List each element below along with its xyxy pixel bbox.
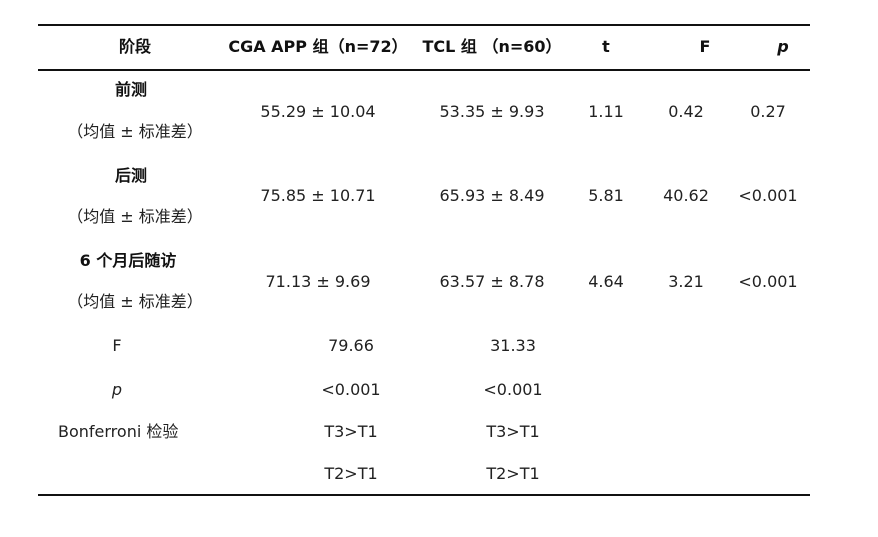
tcl-value: 63.57 ± 8.78 <box>439 272 545 291</box>
tcl-value: 65.93 ± 8.49 <box>439 186 545 205</box>
table-top-rule <box>38 24 810 26</box>
stage-sub-label: （均值 ± 标准差） <box>67 122 203 141</box>
p-value: 0.27 <box>750 102 786 121</box>
row-label-bonferroni: Bonferroni 检验 <box>58 422 179 441</box>
header-cga-app: CGA APP 组（n=72） <box>228 37 408 56</box>
tcl-p-value: <0.001 <box>483 380 543 399</box>
stage-sub-label: （均值 ± 标准差） <box>67 207 203 226</box>
header-p: p <box>777 37 789 56</box>
f-value: 3.21 <box>668 272 704 291</box>
p-value: <0.001 <box>738 272 798 291</box>
cga-p-value: <0.001 <box>321 380 381 399</box>
p-value: <0.001 <box>738 186 798 205</box>
table-bottom-rule <box>38 494 810 496</box>
cga-value: 55.29 ± 10.04 <box>260 102 376 121</box>
cga-f-value: 79.66 <box>328 336 374 355</box>
cga-bonferroni-1: T3>T1 <box>324 422 378 441</box>
cga-value: 71.13 ± 9.69 <box>265 272 371 291</box>
t-value: 1.11 <box>588 102 624 121</box>
stage-label: 前测 <box>114 80 148 99</box>
row-label-f: F <box>112 336 122 355</box>
f-value: 40.62 <box>663 186 709 205</box>
t-value: 4.64 <box>588 272 624 291</box>
stage-sub-label: （均值 ± 标准差） <box>67 292 203 311</box>
tcl-bonferroni-1: T3>T1 <box>486 422 540 441</box>
stage-label: 后测 <box>114 166 148 185</box>
header-tcl: TCL 组 （n=60） <box>422 37 562 56</box>
header-f: F <box>699 37 711 56</box>
tcl-value: 53.35 ± 9.93 <box>439 102 545 121</box>
cga-value: 75.85 ± 10.71 <box>260 186 376 205</box>
cga-bonferroni-2: T2>T1 <box>324 464 378 483</box>
table-header-rule <box>38 69 810 71</box>
t-value: 5.81 <box>588 186 624 205</box>
tcl-f-value: 31.33 <box>490 336 536 355</box>
header-stage: 阶段 <box>118 37 152 56</box>
header-t: t <box>602 37 610 56</box>
f-value: 0.42 <box>668 102 704 121</box>
tcl-bonferroni-2: T2>T1 <box>486 464 540 483</box>
stage-label: 6 个月后随访 <box>79 251 177 270</box>
row-label-p: p <box>111 380 123 399</box>
